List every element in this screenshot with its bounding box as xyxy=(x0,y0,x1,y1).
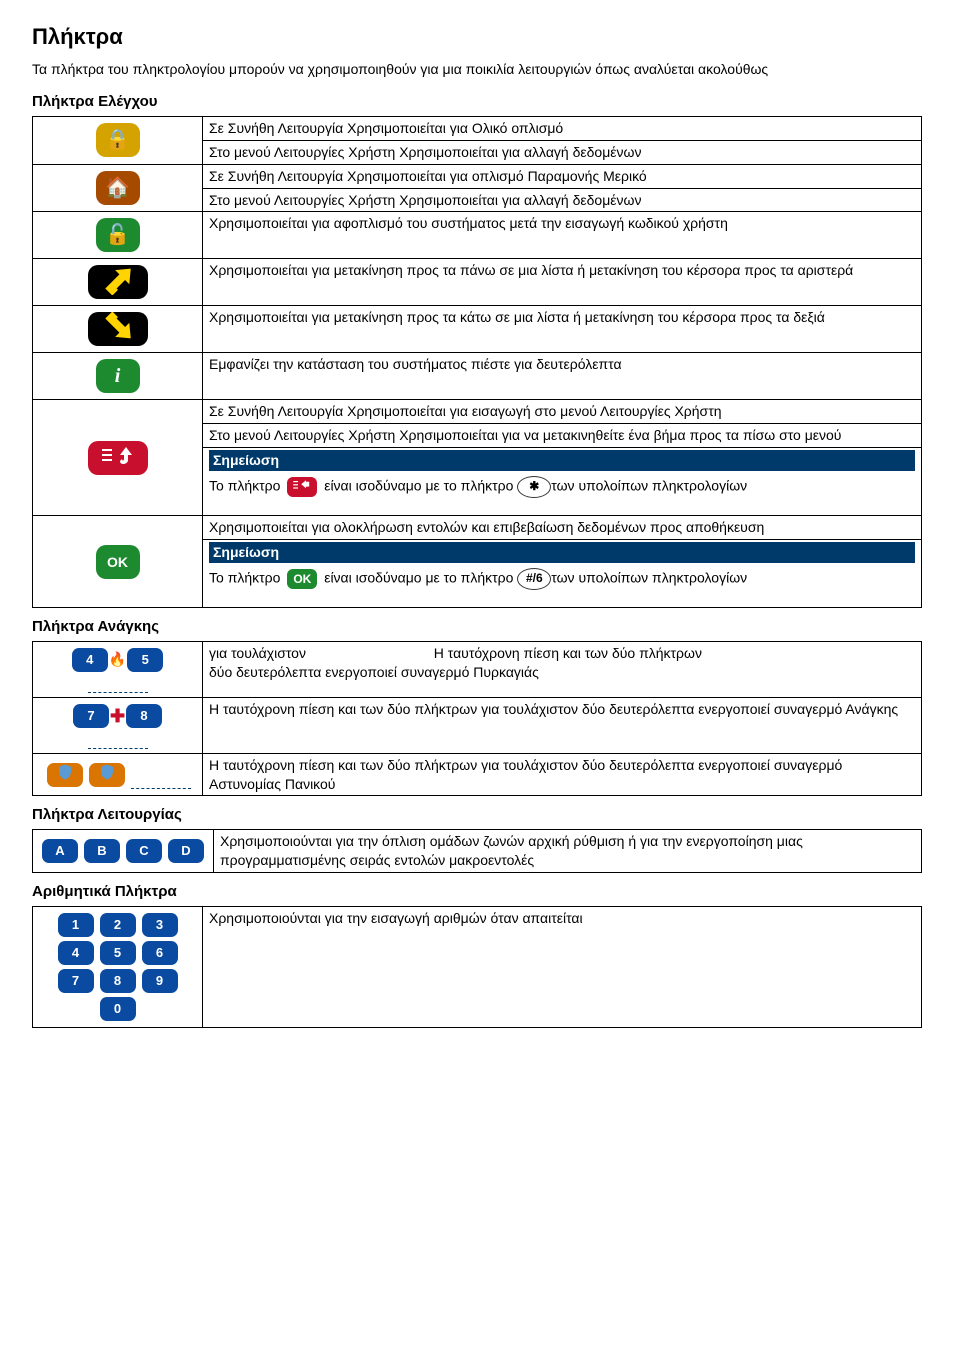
police-left-icon xyxy=(47,763,83,787)
key-3-icon: 3 xyxy=(142,913,178,937)
back-icon xyxy=(88,441,148,475)
ok-label-inline: OK xyxy=(293,572,311,586)
ok-label: OK xyxy=(107,554,128,570)
ok-icon: OK xyxy=(96,545,140,579)
up-text: Χρησιμοποιείται για μετακίνηση προς τα π… xyxy=(203,259,922,306)
lock-row-1: Σε Συνήθη Λειτουργία Χρησιμοποιείται για… xyxy=(203,116,922,140)
info-icon: i xyxy=(96,359,140,393)
stay-row-2: Στο μενού Λειτουργίες Χρήστη Χρησιμοποιε… xyxy=(203,188,922,212)
heading-emergency: Πλήκτρα Ανάγκης xyxy=(32,618,922,635)
stay-row-1: Σε Συνήθη Λειτουργία Χρησιμοποιείται για… xyxy=(203,164,922,188)
keypad-icon: 123 456 789 0 xyxy=(55,911,181,1023)
key-6-icon: 6 xyxy=(142,941,178,965)
stay-icon: 🏠 xyxy=(96,171,140,205)
medical-text: Η ταυτόχρονη πίεση και των δύο πλήκτρων … xyxy=(203,697,922,753)
key-4-icon: 4 xyxy=(72,648,108,672)
note-ok-pre: Το πλήκτρο xyxy=(209,570,280,586)
key-0-icon: 0 xyxy=(100,997,136,1021)
lock-icon: 🔒 xyxy=(96,123,140,157)
unlock-icon: 🔓 xyxy=(96,218,140,252)
numeric-table: 123 456 789 0 Χρησιμοποιούνται για την ε… xyxy=(32,906,922,1028)
unlock-text: Χρησιμοποιείται για αφοπλισμό του συστήμ… xyxy=(203,212,922,259)
police-keys-icon xyxy=(44,761,128,789)
police-text: Η ταυτόχρονη πίεση και των δύο πλήκτρων … xyxy=(203,753,922,796)
heading-numeric: Αριθμητικά Πλήκτρα xyxy=(32,883,922,900)
arrow-down-icon xyxy=(88,312,148,346)
arrow-up-icon xyxy=(88,265,148,299)
lock-row-2: Στο μενού Λειτουργίες Χρήστη Χρησιμοποιε… xyxy=(203,140,922,164)
note-back-mid: είναι ισοδύναμο με το πλήκτρο xyxy=(324,478,513,494)
oval-star-icon: ✱ xyxy=(517,476,551,498)
key-5b-icon: 5 xyxy=(100,941,136,965)
back-row-2: Στο μενού Λειτουργίες Χρήστη Χρησιμοποιε… xyxy=(203,424,921,448)
key-1-icon: 1 xyxy=(58,913,94,937)
fire-text-c: δύο δευτερόλεπτα ενεργοποιεί συναγερμό Π… xyxy=(209,664,539,680)
key-4b-icon: 4 xyxy=(58,941,94,965)
ok-icon-inline: OK xyxy=(287,569,317,589)
police-right-icon xyxy=(89,763,125,787)
medical-keys-icon: 7 ✚ 8 xyxy=(70,702,165,730)
key-a-icon: A xyxy=(42,839,78,863)
back-row-1: Σε Συνήθη Λειτουργία Χρησιμοποιείται για… xyxy=(203,400,921,423)
key-b-icon: B xyxy=(84,839,120,863)
note-label-back: Σημείωση xyxy=(209,450,915,471)
note-label-ok: Σημείωση xyxy=(209,542,915,563)
note-body-back: Το πλήκτρο είναι ισοδύναμο με το πλήκτρο… xyxy=(209,473,915,503)
key-8-icon: 8 xyxy=(126,704,162,728)
fire-text-a: για τουλάχιστον xyxy=(209,645,306,661)
key-c-icon: C xyxy=(126,839,162,863)
plus-icon: ✚ xyxy=(110,704,125,728)
function-text: Χρησιμοποιούνται για την όπλιση ομάδων ζ… xyxy=(214,830,922,873)
key-7-icon: 7 xyxy=(73,704,109,728)
note-back-pre: Το πλήκτρο xyxy=(209,478,280,494)
key-5-icon: 5 xyxy=(127,648,163,672)
oval-hash-icon: #/6 xyxy=(517,568,551,590)
info-text: Εμφανίζει την κατάσταση του συστήματος π… xyxy=(203,353,922,400)
numeric-text: Χρησιμοποιούνται για την εισαγωγή αριθμώ… xyxy=(203,907,922,1028)
ok-row-1: Χρησιμοποιείται για ολοκλήρωση εντολών κ… xyxy=(203,516,921,539)
fire-text: για τουλάχιστον Η ταυτόχρονη πίεση και τ… xyxy=(203,641,922,697)
function-table: ABCD Χρησιμοποιούνται για την όπλιση ομά… xyxy=(32,829,922,873)
heading-function: Πλήκτρα Λειτουργίας xyxy=(32,806,922,823)
fire-icon: 🔥 xyxy=(109,650,126,669)
key-2-icon: 2 xyxy=(100,913,136,937)
fire-text-b: Η ταυτόχρονη πίεση και των δύο πλήκτρων xyxy=(434,645,702,661)
back-icon-inline xyxy=(287,477,317,497)
note-back-post: των υπολοίπων πληκτρολογίων xyxy=(551,478,747,494)
fire-keys-icon: 4 🔥 5 xyxy=(69,646,166,674)
down-text: Χρησιμοποιείται για μετακίνηση προς τα κ… xyxy=(203,306,922,353)
letter-keys-icon: ABCD xyxy=(39,842,207,858)
note-ok-mid: είναι ισοδύναμο με το πλήκτρο xyxy=(324,570,513,586)
key-9-icon: 9 xyxy=(142,969,178,993)
key-8b-icon: 8 xyxy=(100,969,136,993)
emergency-table: 4 🔥 5 για τουλάχιστον Η ταυτόχρονη πίεση… xyxy=(32,641,922,797)
intro-text: Τα πλήκτρα του πληκτρολογίου μπορούν να … xyxy=(32,60,922,79)
heading-control: Πλήκτρα Ελέγχου xyxy=(32,93,922,110)
page-title: Πλήκτρα xyxy=(32,24,922,50)
note-body-ok: Το πλήκτρο OK είναι ισοδύναμο με το πλήκ… xyxy=(209,565,915,595)
control-keys-table: 🔒 Σε Συνήθη Λειτουργία Χρησιμοποιείται γ… xyxy=(32,116,922,608)
note-ok-post: των υπολοίπων πληκτρολογίων xyxy=(551,570,747,586)
key-d-icon: D xyxy=(168,839,204,863)
key-7b-icon: 7 xyxy=(58,969,94,993)
